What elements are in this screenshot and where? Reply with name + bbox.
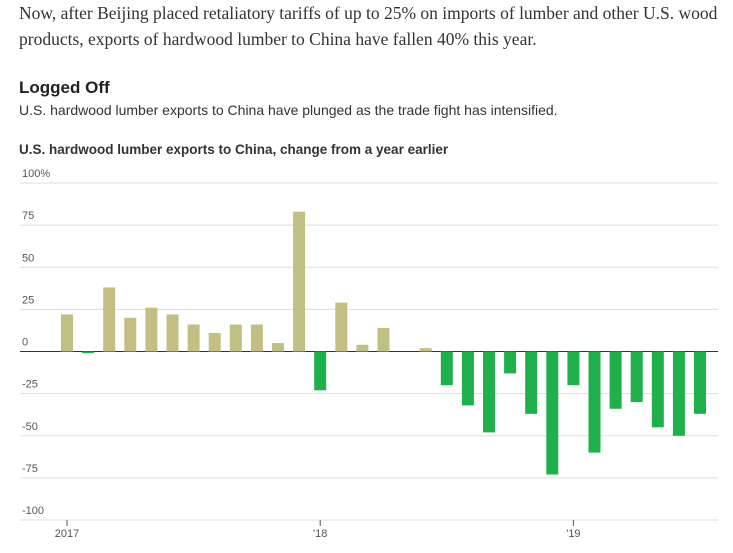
bar [124, 317, 137, 352]
bar [356, 344, 369, 352]
bar [546, 351, 559, 475]
bar [250, 324, 263, 352]
bar [335, 302, 348, 352]
x-tick-label: 2017 [55, 528, 79, 540]
x-tick-label: '18 [313, 528, 327, 540]
x-tick-label: '19 [566, 528, 580, 540]
bar [82, 351, 95, 354]
y-tick-label: -50 [22, 421, 38, 433]
bar [103, 287, 116, 352]
bar [651, 351, 664, 428]
y-tick-label: 100% [22, 168, 50, 180]
bar [630, 351, 643, 403]
y-tick-label: -75 [22, 463, 38, 475]
chart-subtitle: U.S. hardwood lumber exports to China ha… [19, 102, 558, 118]
y-tick-label: 75 [22, 210, 34, 222]
y-tick-label: -25 [22, 379, 38, 391]
bar [145, 307, 158, 352]
bar [293, 211, 306, 352]
chart-title: Logged Off [19, 78, 110, 97]
bar [483, 351, 495, 433]
bar [229, 324, 242, 352]
bar [208, 332, 221, 352]
bar [61, 314, 73, 352]
y-tick-label: 25 [22, 294, 34, 306]
bar [672, 351, 685, 436]
y-tick-label: 50 [22, 252, 34, 264]
bar [567, 351, 580, 386]
intro-text: Now, after Beijing placed retaliatory ta… [19, 3, 718, 49]
bar [504, 351, 517, 374]
y-tick-label: 0 [22, 337, 28, 349]
y-tick-label: -100 [22, 505, 44, 517]
bar [609, 351, 622, 409]
bar [314, 351, 327, 391]
bar [187, 324, 200, 352]
bar [461, 351, 474, 406]
bar [272, 343, 284, 352]
chart-heading: U.S. hardwood lumber exports to China, c… [19, 142, 449, 157]
bar [419, 348, 432, 352]
bar [377, 327, 390, 352]
bar [588, 351, 601, 453]
bar [166, 314, 179, 352]
bar [694, 351, 706, 414]
bar [440, 351, 453, 386]
bar [525, 351, 538, 414]
